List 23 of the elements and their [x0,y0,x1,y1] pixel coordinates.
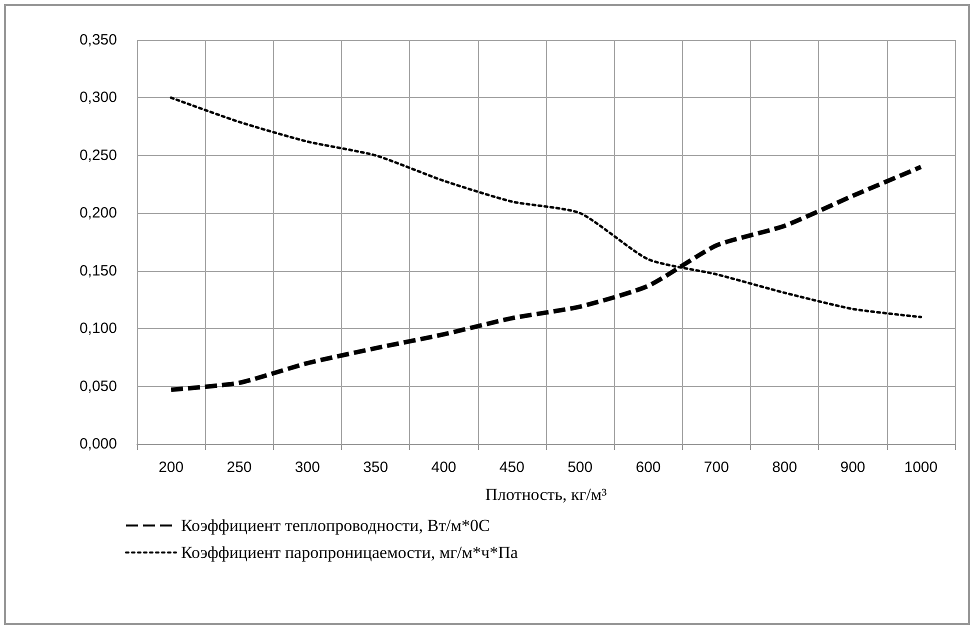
y-tick-label: 0,200 [79,204,117,222]
x-tick-label: 600 [636,459,661,476]
y-tick-label: 0,300 [79,89,117,106]
x-tick-label: 900 [840,459,866,476]
y-tick-label: 0,000 [79,436,117,452]
y-tick-label: 0,050 [79,378,117,395]
x-tick-label: 500 [568,459,593,476]
x-tick-label: 400 [431,459,456,476]
y-tick-label: 0,350 [79,32,117,48]
legend-label: Коэффициент паропроницаемости, мг/м*ч*Па [181,543,518,562]
legend-label: Коэффициент теплопроводности, Вт/м*0С [181,516,490,535]
x-axis-title: Плотность, кг/м³ [485,485,607,504]
x-tick-label: 250 [226,459,252,476]
x-tick-label: 450 [499,459,524,476]
x-tick-label: 200 [158,459,184,476]
x-tick-label: 1000 [904,459,938,476]
x-tick-label: 350 [363,459,388,476]
y-tick-label: 0,100 [79,320,117,338]
x-tick-label: 300 [294,459,320,476]
x-tick-label: 800 [772,459,798,476]
x-tick-label: 700 [704,459,729,476]
y-tick-label: 0,150 [79,262,117,280]
y-tick-label: 0,250 [79,146,117,164]
